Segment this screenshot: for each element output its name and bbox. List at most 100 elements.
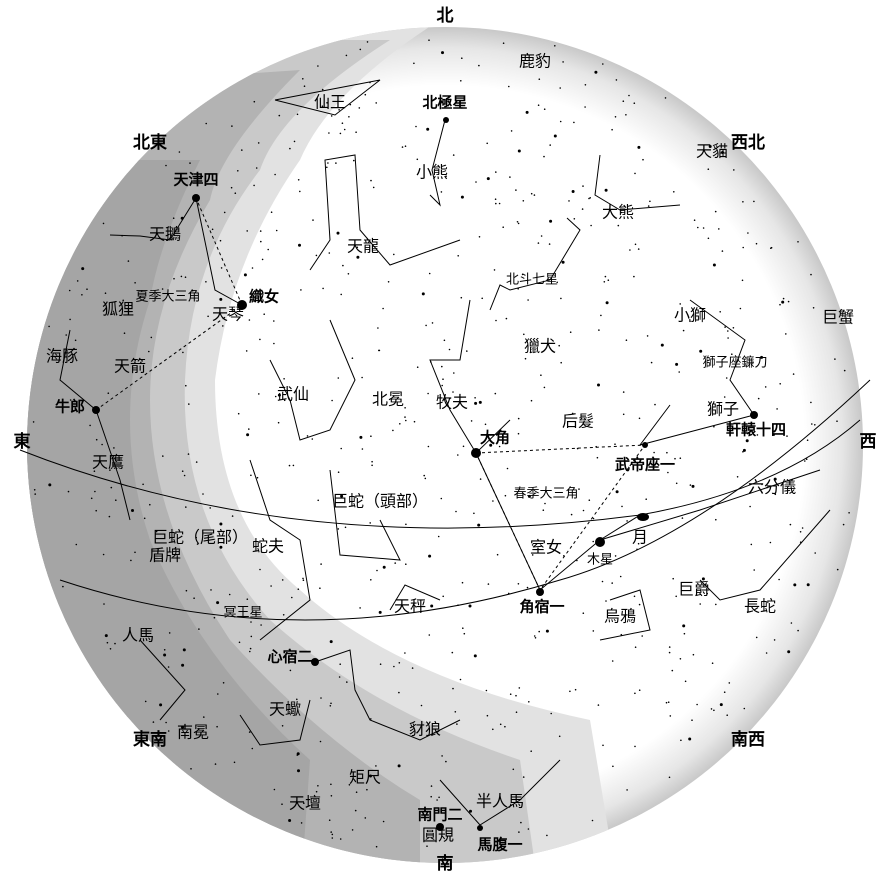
star <box>273 788 276 791</box>
star <box>711 662 714 664</box>
star <box>689 319 691 321</box>
star <box>393 665 395 668</box>
star <box>525 110 529 114</box>
star <box>520 821 522 824</box>
star <box>255 167 258 169</box>
star <box>810 401 812 404</box>
star <box>638 689 641 691</box>
star <box>776 408 778 410</box>
stars <box>32 39 850 860</box>
star <box>668 646 671 648</box>
star <box>181 725 184 729</box>
star <box>427 392 429 395</box>
star <box>445 175 447 177</box>
star <box>848 512 850 514</box>
star <box>189 162 191 164</box>
constellation-label: 盾牌 <box>149 546 181 565</box>
constellation-label: 圓規 <box>422 826 454 845</box>
star <box>537 242 540 244</box>
star <box>665 701 668 704</box>
star <box>713 425 715 428</box>
constellation-label: 武仙 <box>277 385 309 404</box>
star <box>781 300 785 304</box>
star <box>650 361 653 364</box>
star <box>478 236 481 238</box>
star <box>468 604 472 608</box>
star <box>377 327 379 329</box>
star <box>769 541 772 544</box>
star <box>622 391 625 393</box>
star <box>537 104 540 106</box>
star <box>804 460 806 462</box>
star <box>460 195 464 199</box>
star <box>426 845 428 847</box>
star <box>540 374 542 377</box>
star <box>692 653 695 656</box>
star <box>202 493 204 495</box>
star <box>679 658 682 660</box>
constellation-label: 狐狸 <box>102 300 134 319</box>
star <box>321 105 324 107</box>
star <box>219 297 223 301</box>
star <box>95 509 97 512</box>
star-label: 牛郎 <box>55 398 85 416</box>
star <box>347 273 350 275</box>
star <box>474 397 476 399</box>
star <box>543 155 545 158</box>
star <box>143 517 146 520</box>
star <box>757 397 760 400</box>
star <box>509 176 511 178</box>
star <box>187 453 190 455</box>
star <box>404 145 407 147</box>
star <box>540 235 543 237</box>
star <box>779 383 781 385</box>
star <box>452 687 454 690</box>
star <box>428 634 431 636</box>
star <box>331 833 334 836</box>
constellation-label: 蛇夫 <box>252 537 284 556</box>
star <box>104 634 108 638</box>
star <box>725 377 728 379</box>
star <box>647 205 650 207</box>
star <box>713 709 715 712</box>
star <box>620 633 623 636</box>
star <box>634 745 636 748</box>
star <box>277 393 281 397</box>
star <box>251 267 254 269</box>
star <box>834 358 836 360</box>
star <box>159 703 163 707</box>
star <box>473 512 475 515</box>
star <box>582 612 585 614</box>
constellation-label: 半人馬 <box>476 792 524 811</box>
star <box>114 642 116 645</box>
star <box>423 474 426 477</box>
constellation-label: 仙王 <box>314 93 346 112</box>
constellation-label: 六分儀 <box>748 478 796 497</box>
star <box>48 483 52 487</box>
star <box>522 200 525 202</box>
star <box>773 477 777 481</box>
star <box>292 464 295 467</box>
star <box>349 103 352 106</box>
star <box>459 678 462 681</box>
star <box>326 102 328 104</box>
star <box>710 708 713 710</box>
star <box>628 94 630 97</box>
star <box>369 774 372 778</box>
star <box>127 260 130 262</box>
star <box>460 80 462 82</box>
star <box>642 158 644 161</box>
star <box>340 447 343 450</box>
star <box>634 646 637 648</box>
star <box>420 704 423 707</box>
star <box>462 627 464 629</box>
star <box>209 507 211 509</box>
star <box>760 355 764 359</box>
star <box>573 121 575 124</box>
star <box>217 693 219 695</box>
star <box>299 190 301 193</box>
star <box>337 471 340 474</box>
star <box>584 106 586 108</box>
star <box>339 132 342 135</box>
